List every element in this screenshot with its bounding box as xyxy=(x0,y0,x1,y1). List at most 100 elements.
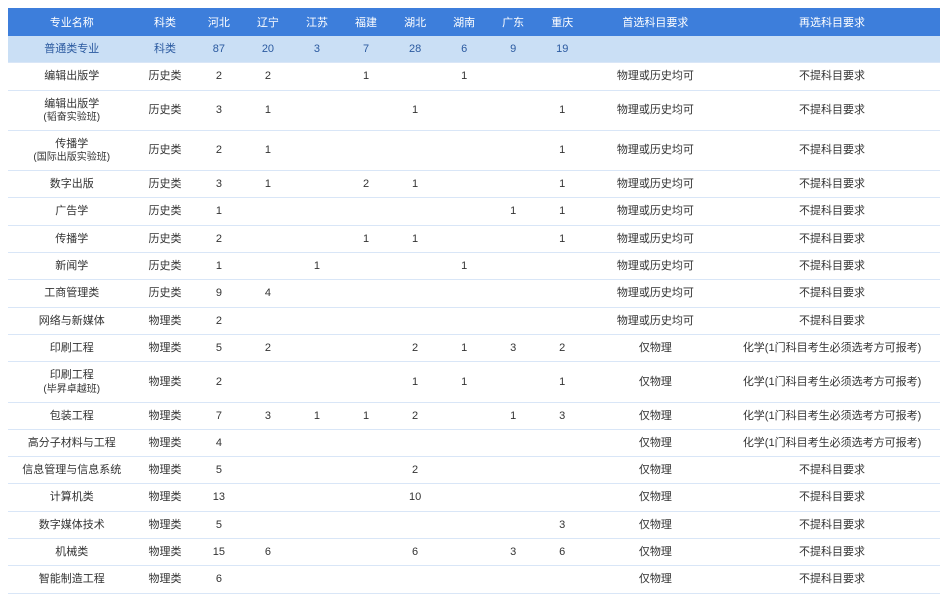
major-cell: 高分子材料与工程 xyxy=(8,429,136,456)
value-cell: 2 xyxy=(342,171,391,198)
major-cell: 新闻学 xyxy=(8,253,136,280)
value-cell xyxy=(292,307,341,334)
value-cell xyxy=(292,457,341,484)
major-name: 编辑出版学 xyxy=(44,70,99,82)
value-cell: 5 xyxy=(194,334,243,361)
value-cell: 10 xyxy=(391,484,440,511)
value-cell xyxy=(292,566,341,593)
col-header: 科类 xyxy=(136,8,195,36)
value-cell xyxy=(342,511,391,538)
value-cell xyxy=(292,334,341,361)
value-cell: 3 xyxy=(489,334,538,361)
value-cell xyxy=(342,130,391,170)
major-cell: 编辑出版学(韬奋实验班) xyxy=(8,90,136,130)
value-cell xyxy=(292,484,341,511)
category-cell: 历史类 xyxy=(136,280,195,307)
value-cell xyxy=(342,198,391,225)
value-cell: 2 xyxy=(391,402,440,429)
value-cell: 1 xyxy=(391,362,440,402)
major-name: 印刷工程 xyxy=(50,369,94,381)
table-row: 包装工程物理类7311213仅物理化学(1门科目考生必须选考方可报考) xyxy=(8,402,940,429)
col-header: 湖北 xyxy=(391,8,440,36)
value-cell: 2 xyxy=(243,334,292,361)
value-cell: 5 xyxy=(194,511,243,538)
value-cell xyxy=(391,130,440,170)
col-header: 湖南 xyxy=(440,8,489,36)
req1-cell: 物理或历史均可 xyxy=(587,63,724,90)
major-cell: 印刷工程(毕昇卓越班) xyxy=(8,362,136,402)
value-cell xyxy=(538,429,587,456)
value-cell xyxy=(391,511,440,538)
value-cell: 1 xyxy=(538,198,587,225)
value-cell xyxy=(440,566,489,593)
value-cell xyxy=(538,457,587,484)
major-cell: 数字媒体技术 xyxy=(8,511,136,538)
category-cell: 物理类 xyxy=(136,334,195,361)
major-cell: 智能制造工程 xyxy=(8,566,136,593)
value-cell xyxy=(243,566,292,593)
value-cell xyxy=(342,539,391,566)
req1-cell: 物理或历史均可 xyxy=(587,307,724,334)
value-cell xyxy=(292,130,341,170)
category-cell: 历史类 xyxy=(136,198,195,225)
value-cell: 1 xyxy=(440,63,489,90)
value-cell: 3 xyxy=(243,402,292,429)
major-sub: (韬奋实验班) xyxy=(12,111,132,124)
value-cell: 1 xyxy=(538,362,587,402)
value-cell: 3 xyxy=(194,90,243,130)
value-cell: 2 xyxy=(194,63,243,90)
value-cell xyxy=(440,429,489,456)
value-cell xyxy=(292,539,341,566)
value-cell: 2 xyxy=(243,63,292,90)
major-cell: 传播学(国际出版实验班) xyxy=(8,130,136,170)
value-cell: 13 xyxy=(194,484,243,511)
value-cell xyxy=(489,362,538,402)
value-cell xyxy=(342,307,391,334)
value-cell xyxy=(489,253,538,280)
table-row: 新闻学历史类111物理或历史均可不提科目要求 xyxy=(8,253,940,280)
value-cell: 1 xyxy=(292,402,341,429)
category-cell: 物理类 xyxy=(136,484,195,511)
req2-cell: 不提科目要求 xyxy=(724,225,940,252)
category-cell: 历史类 xyxy=(136,130,195,170)
value-cell: 2 xyxy=(391,457,440,484)
category-cell: 物理类 xyxy=(136,566,195,593)
value-cell: 15 xyxy=(194,539,243,566)
value-cell: 6 xyxy=(243,539,292,566)
value-cell xyxy=(342,457,391,484)
category-cell: 物理类 xyxy=(136,362,195,402)
value-cell xyxy=(391,566,440,593)
major-name: 新闻学 xyxy=(55,260,88,272)
value-cell xyxy=(489,280,538,307)
value-cell: 6 xyxy=(194,566,243,593)
value-cell xyxy=(538,484,587,511)
value-cell: 1 xyxy=(243,130,292,170)
col-header: 辽宁 xyxy=(243,8,292,36)
req2-cell: 不提科目要求 xyxy=(724,198,940,225)
table-row: 广告学历史类111物理或历史均可不提科目要求 xyxy=(8,198,940,225)
value-cell xyxy=(342,280,391,307)
summary-row: 普通类专业科类872037286919 xyxy=(8,36,940,63)
category-cell: 物理类 xyxy=(136,307,195,334)
value-cell xyxy=(243,457,292,484)
value-cell: 4 xyxy=(194,429,243,456)
req2-cell: 化学(1门科目考生必须选考方可报考) xyxy=(724,402,940,429)
value-cell xyxy=(243,307,292,334)
summary-cell: 19 xyxy=(538,36,587,63)
value-cell xyxy=(489,171,538,198)
value-cell xyxy=(440,198,489,225)
value-cell: 1 xyxy=(538,171,587,198)
category-cell: 历史类 xyxy=(136,171,195,198)
value-cell: 2 xyxy=(391,334,440,361)
category-cell: 物理类 xyxy=(136,539,195,566)
value-cell xyxy=(489,566,538,593)
value-cell xyxy=(489,130,538,170)
value-cell: 1 xyxy=(440,253,489,280)
req2-cell: 不提科目要求 xyxy=(724,539,940,566)
value-cell xyxy=(489,63,538,90)
category-cell: 历史类 xyxy=(136,253,195,280)
major-name: 传播学 xyxy=(55,138,88,150)
value-cell: 9 xyxy=(194,280,243,307)
value-cell xyxy=(292,171,341,198)
major-name: 计算机类 xyxy=(50,491,94,503)
